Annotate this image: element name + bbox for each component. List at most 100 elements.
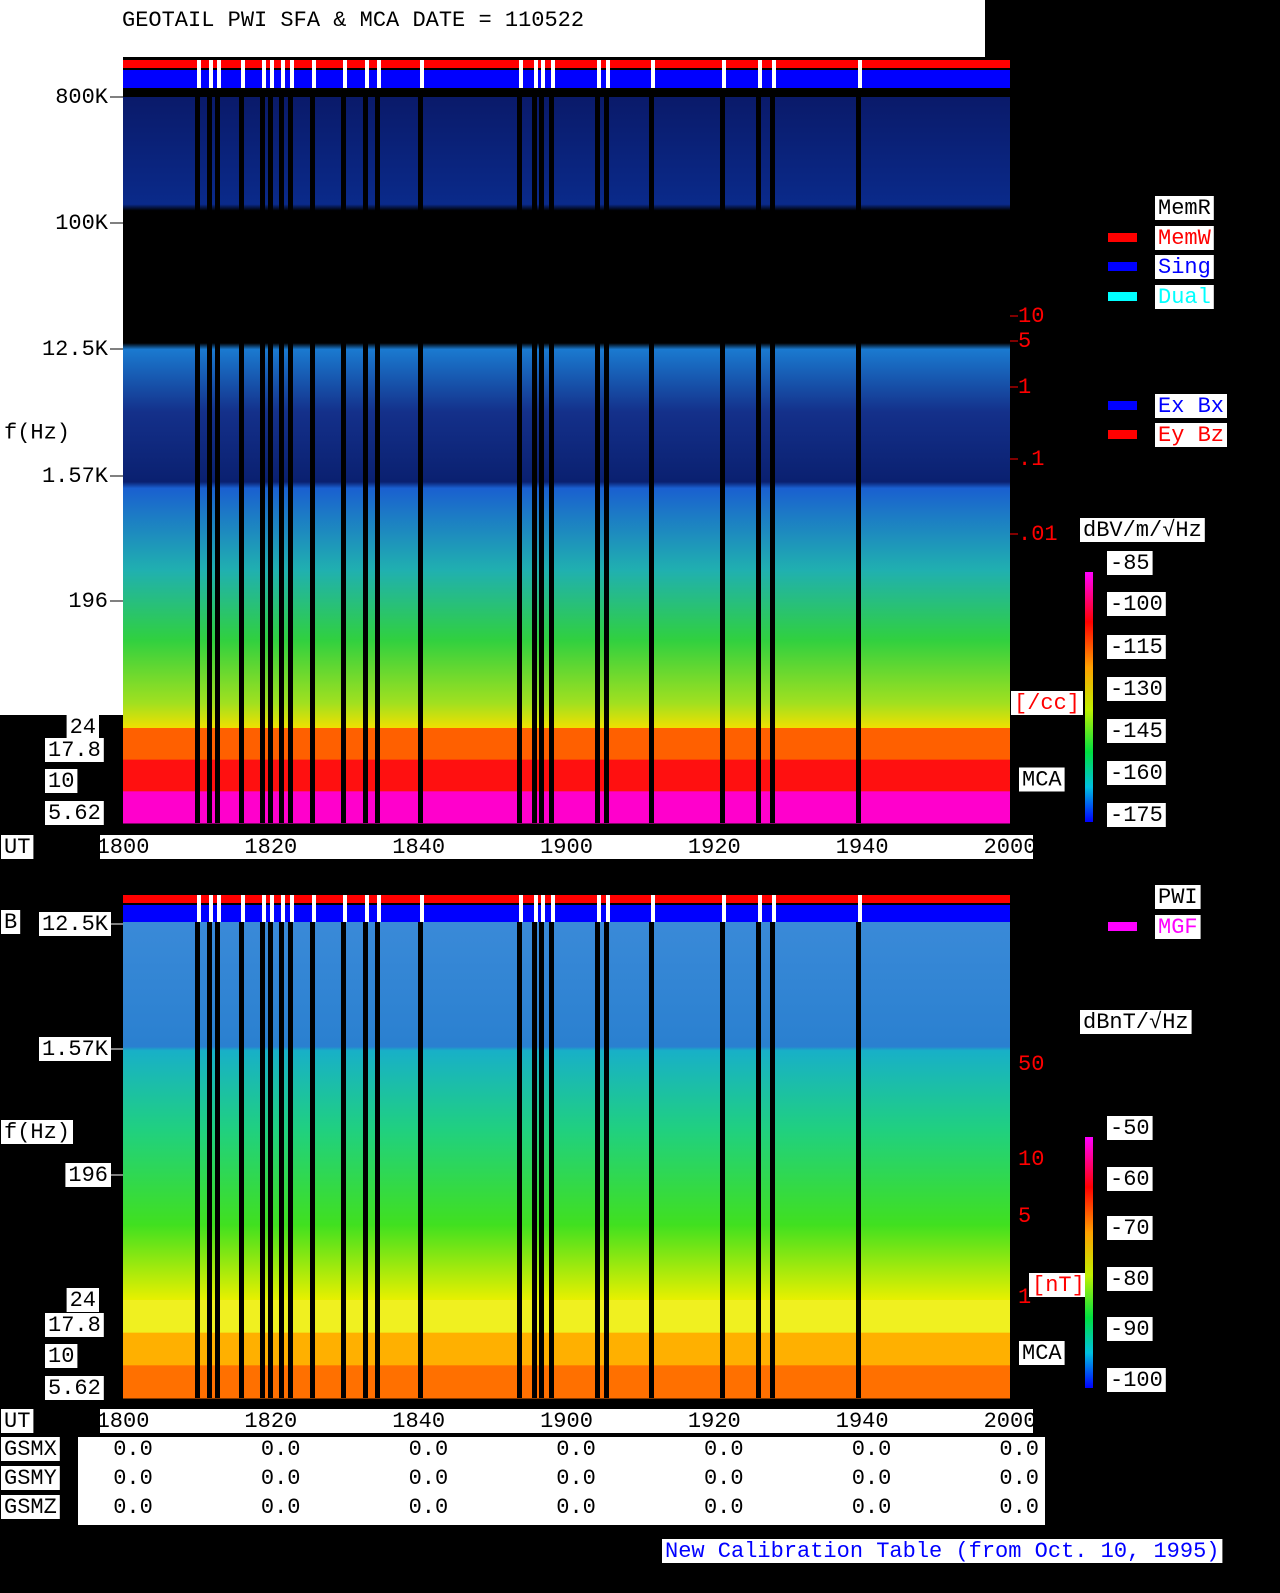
time-tick-label: 1840: [392, 1409, 445, 1434]
data-gap: [604, 922, 609, 1398]
mode-gap: [262, 895, 266, 923]
mode-bar-blue: [123, 905, 1010, 923]
colorbar-tick-label-box: [1107, 803, 1166, 827]
data-gap: [341, 97, 346, 823]
freq-tick-label: 100K: [55, 211, 109, 236]
colorbar-unit: dBV/m/√Hz: [1083, 518, 1202, 543]
data-gap: [207, 922, 212, 1398]
mode-gap: [343, 60, 347, 88]
table-box: [78, 1437, 1045, 1525]
colorbar-tick-label: -115: [1110, 635, 1163, 660]
time-tick-label: 1920: [688, 1409, 741, 1434]
colorbar: [1085, 572, 1093, 822]
mode-gap: [519, 60, 523, 88]
data-gap: [756, 97, 761, 823]
mode-gap: [197, 895, 201, 923]
legend-label: Ey Bz: [1158, 423, 1224, 448]
freq-tick-label-box: [65, 1163, 111, 1187]
mode-gap: [312, 895, 316, 923]
cell: 0.0: [261, 1437, 301, 1462]
mode-gap: [551, 60, 555, 88]
mode-gap: [241, 895, 245, 923]
freq-tick-label: 196: [68, 589, 108, 614]
paper-area: [0, 0, 985, 715]
mode-gap: [758, 895, 762, 923]
time-tick-label: 2000: [984, 835, 1037, 860]
time-tick-label: 1840: [392, 835, 445, 860]
mca-tick-label: 24: [70, 715, 96, 740]
legend-label-box: [1155, 423, 1227, 447]
density-tick-label: .1: [1018, 447, 1044, 472]
row-name-box: [1, 1437, 60, 1461]
mode-gap: [722, 895, 726, 923]
mca-tick-label: 5.62: [48, 1376, 101, 1401]
cell: 0.0: [409, 1495, 449, 1520]
colorbar-tick-label: -160: [1110, 761, 1163, 786]
density-tick-label: .01: [1018, 522, 1058, 547]
panel-label: E: [4, 85, 17, 110]
axis-label: f(Hz): [4, 420, 70, 445]
colorbar-tick-label: -50: [1110, 1116, 1150, 1141]
freq-tick-label: 1.57K: [42, 464, 109, 489]
data-gap: [310, 97, 315, 823]
mode-gap: [312, 60, 316, 88]
cell: 0.0: [556, 1466, 596, 1491]
density-tick-label: 1: [1018, 375, 1031, 400]
density-unit: [/cc]: [1014, 691, 1080, 716]
colorbar-tick-label: -100: [1110, 1368, 1163, 1393]
time-tick-label: 1940: [836, 835, 889, 860]
cell: 0.0: [113, 1466, 153, 1491]
legend-swatch: [1108, 292, 1137, 301]
freq-tick-label: 12.5K: [42, 337, 109, 362]
freq-tick-label: 196: [68, 1163, 108, 1188]
data-gap: [539, 97, 544, 823]
mca-band: [123, 1332, 1010, 1366]
mode-gap: [606, 895, 610, 923]
title: GEOTAIL PWI SFA & MCA DATE = 110522: [122, 8, 584, 33]
mode-gap: [597, 895, 601, 923]
mca-band: [123, 1365, 1010, 1399]
field-unit-box: [1029, 1273, 1088, 1297]
mode-gap: [551, 895, 555, 923]
time-tick-label: 2000: [984, 1409, 1037, 1434]
mca-tick-label: 17.8: [48, 1313, 101, 1338]
data-gap: [363, 97, 368, 823]
colorbar-tick-label-box: [1107, 551, 1153, 575]
axis-label-box: [1, 1120, 73, 1144]
time-tick-label: 1800: [97, 835, 150, 860]
data-gap: [341, 922, 346, 1398]
mca-tick-label-box: [45, 769, 78, 793]
field-tick-label: 50: [1018, 1052, 1044, 1077]
field-unit: [nT]: [1032, 1273, 1085, 1298]
data-gap: [549, 922, 554, 1398]
data-gap: [288, 97, 293, 823]
cell: 0.0: [704, 1437, 744, 1462]
colorbar-tick-label-box: [1107, 761, 1166, 785]
colorbar-tick-label-box: [1107, 1216, 1153, 1240]
colorbar-unit-box: [1080, 1010, 1192, 1034]
freq-tick-label: 12.5K: [42, 912, 109, 937]
panel-label-box: [1, 910, 21, 934]
data-gap: [756, 922, 761, 1398]
legend-label-box: [1155, 226, 1214, 250]
legend-label: Sing: [1158, 255, 1211, 280]
data-gap: [856, 97, 861, 823]
data-gap: [195, 97, 200, 823]
mca-tick-label: 17.8: [48, 738, 101, 763]
data-gap: [539, 922, 544, 1398]
time-tick-label: 1800: [97, 1409, 150, 1434]
mca-tick-label-box: [66, 715, 99, 739]
data-gap: [288, 922, 293, 1398]
mode-gap: [377, 895, 381, 923]
data-gap: [649, 922, 654, 1398]
legend-label: Dual: [1158, 285, 1211, 310]
data-gap: [856, 922, 861, 1398]
data-gap: [279, 97, 284, 823]
mca-tick-label-box: [66, 1288, 99, 1312]
mca-label: MCA: [1022, 767, 1062, 792]
colorbar-tick-label: -60: [1110, 1167, 1150, 1192]
mode-gap: [365, 895, 369, 923]
time-tick-label: 1920: [688, 835, 741, 860]
legend-label-box: [1155, 255, 1214, 279]
mode-gap: [651, 60, 655, 88]
